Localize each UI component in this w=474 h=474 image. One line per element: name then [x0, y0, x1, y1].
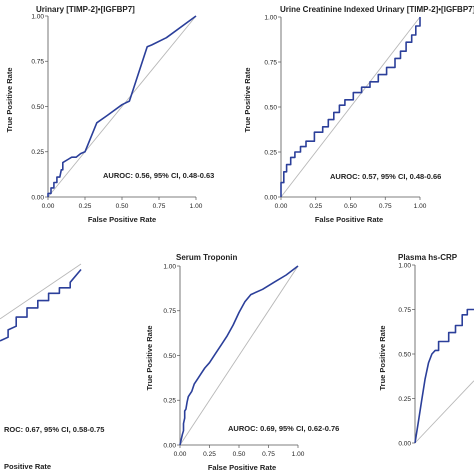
- panel-title: Plasma hs-CRP: [398, 253, 458, 262]
- x-tick-label: 0.50: [344, 203, 357, 210]
- y-axis-label: True Positive Rate: [145, 325, 154, 390]
- y-tick-label: 0.75: [398, 307, 411, 314]
- panel-title: Urinary [TIMP-2]•[IGFBP7]: [36, 5, 135, 14]
- roc-curve-line: [47, 15, 197, 197]
- diagonal-reference-line: [47, 15, 197, 198]
- auroc-annotation: AUROC: 0.57, 95% CI, 0.48-0.66: [330, 172, 441, 181]
- diagonal-reference-line: [414, 380, 474, 444]
- y-tick-label: 0.25: [398, 396, 411, 403]
- x-tick-label: 1.00: [414, 203, 427, 210]
- y-tick-label: 1.00: [264, 14, 277, 21]
- y-tick-label: 1.00: [31, 13, 44, 20]
- y-axis-label: True Positive Rate: [243, 67, 252, 132]
- y-tick-label: 0.00: [163, 442, 176, 449]
- y-tick-label: 0.50: [398, 351, 411, 358]
- x-tick-label: 1.00: [292, 451, 305, 458]
- x-axis-label: False Positive Rate: [208, 463, 276, 472]
- y-tick-label: 0.50: [31, 104, 44, 111]
- diagonal-reference-line: [280, 16, 421, 198]
- x-tick-label: 0.25: [79, 203, 92, 210]
- roc-panel-left-cropped: Positive Rate ROC: 0.67, 95% CI, 0.58-0.…: [0, 263, 104, 471]
- y-tick-label: 0.75: [264, 59, 277, 66]
- roc-curve-line: [280, 17, 421, 197]
- x-axis-label: False Positive Rate: [88, 215, 156, 224]
- y-tick-label: 0.25: [264, 149, 277, 156]
- roc-curve-line: [179, 265, 299, 446]
- y-axis-label: True Positive Rate: [5, 67, 14, 132]
- y-tick-label: 0.00: [398, 440, 411, 447]
- x-tick-label: 0.00: [174, 451, 187, 458]
- x-tick-label: 0.75: [379, 203, 392, 210]
- x-axis-label: False Positive Rate: [315, 215, 383, 224]
- x-tick-label: 0.50: [233, 451, 246, 458]
- auroc-annotation: AUROC: 0.69, 95% CI, 0.62-0.76: [228, 424, 339, 433]
- y-tick-label: 0.25: [31, 149, 44, 156]
- auroc-annotation: ROC: 0.67, 95% CI, 0.58-0.75: [4, 425, 104, 434]
- x-tick-label: 0.75: [153, 203, 166, 210]
- y-tick-label: 0.75: [31, 59, 44, 66]
- y-tick-label: 1.00: [163, 263, 176, 270]
- roc-panel-serum-troponin: Serum Troponin True Positive Rate False …: [145, 253, 339, 472]
- y-tick-label: 1.00: [398, 262, 411, 269]
- y-tick-label: 0.50: [264, 104, 277, 111]
- y-tick-label: 0.00: [264, 194, 277, 201]
- y-axis-label: True Positive Rate: [378, 325, 387, 390]
- panel-title: Serum Troponin: [176, 253, 237, 262]
- roc-curve-line: [0, 268, 82, 342]
- x-tick-label: 0.00: [275, 203, 288, 210]
- x-tick-label: 0.25: [203, 451, 216, 458]
- x-tick-label: 0.50: [116, 203, 129, 210]
- roc-panel-plasma-hs-crp: Plasma hs-CRP True Positive Rate 0.00 0.2…: [378, 253, 474, 447]
- roc-panel-creatinine-indexed: Urine Creatinine Indexed Urinary [TIMP-2…: [243, 5, 474, 224]
- x-tick-label: 0.75: [262, 451, 275, 458]
- x-tick-label: 0.00: [42, 203, 55, 210]
- y-tick-label: 0.50: [163, 353, 176, 360]
- y-tick-label: 0.00: [31, 194, 44, 201]
- diagonal-reference-line: [0, 263, 82, 320]
- x-axis-label: Positive Rate: [4, 462, 51, 471]
- auroc-annotation: AUROC: 0.56, 95% CI, 0.48-0.63: [103, 171, 214, 180]
- x-tick-label: 0.25: [309, 203, 322, 210]
- y-tick-label: 0.25: [163, 398, 176, 405]
- panel-title: Urine Creatinine Indexed Urinary [TIMP-2…: [280, 5, 474, 14]
- roc-curve-line: [414, 308, 474, 444]
- diagonal-reference-line: [179, 265, 299, 446]
- x-tick-label: 1.00: [190, 203, 203, 210]
- y-tick-label: 0.75: [163, 308, 176, 315]
- roc-panel-urinary-timp2-igfbp7: Urinary [TIMP-2]•[IGFBP7] True Positive …: [5, 5, 214, 224]
